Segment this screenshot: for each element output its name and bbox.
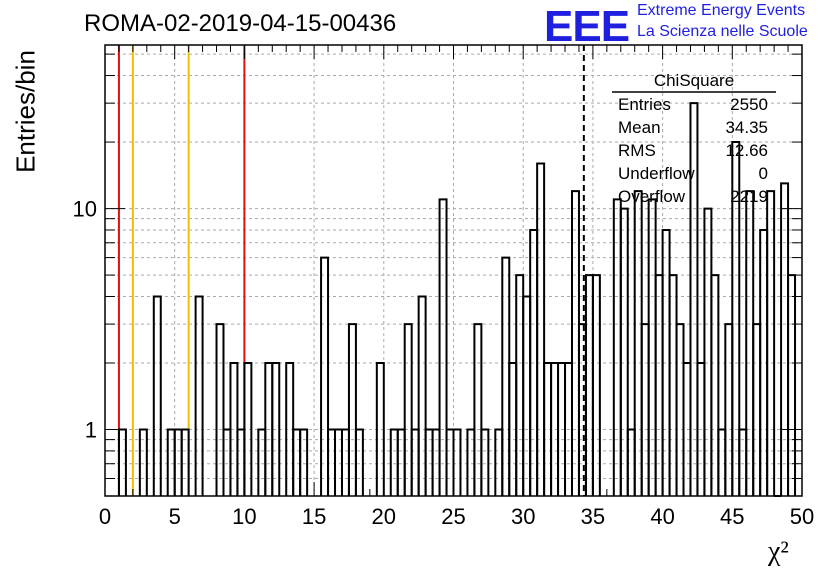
x-tick-label: 25 — [441, 504, 465, 529]
stats-value: 12.66 — [725, 141, 768, 160]
histogram-bin — [480, 428, 490, 496]
histogram-bin — [417, 295, 427, 496]
histogram-bin — [354, 428, 364, 496]
logo-subtitle-2: La Scienza nelle Scuole — [637, 23, 808, 40]
stats-value: 34.35 — [725, 118, 768, 137]
stats-label: RMS — [618, 141, 656, 160]
histogram-bin — [710, 274, 720, 496]
x-tick-label: 5 — [169, 504, 181, 529]
x-tick-label: 30 — [511, 504, 535, 529]
histogram-bin — [689, 102, 699, 496]
histogram-bin — [501, 256, 511, 496]
histogram-bin — [675, 323, 685, 496]
eee-logo: EEE — [544, 2, 630, 51]
histogram-bin — [299, 428, 309, 496]
y-tick-label: 10 — [73, 197, 97, 222]
histogram-bin — [612, 198, 622, 496]
histogram-bin — [752, 323, 762, 496]
histogram-bin — [619, 207, 629, 496]
stats-label: Overflow — [618, 187, 686, 206]
histogram-bin — [570, 190, 580, 496]
histogram-bin — [473, 323, 483, 496]
histogram-bin — [536, 162, 546, 496]
stats-label: Underflow — [618, 164, 695, 183]
histogram-bin — [577, 323, 587, 496]
x-tick-label: 10 — [232, 504, 256, 529]
x-tick-label: 35 — [581, 504, 605, 529]
histogram-bin — [724, 323, 734, 496]
histogram-bin — [787, 274, 797, 496]
stats-value: 0 — [759, 164, 768, 183]
x-tick-label: 45 — [720, 504, 744, 529]
histogram-bin — [271, 361, 281, 496]
histogram-bin — [584, 274, 594, 496]
x-tick-label: 0 — [99, 504, 111, 529]
histogram-bin — [452, 428, 462, 496]
histogram-bin — [654, 274, 664, 496]
stats-value: 2219 — [730, 187, 768, 206]
logo-subtitle-1: Extreme Energy Events — [637, 2, 806, 19]
x-axis-label: χ² — [768, 536, 789, 567]
stats-label: Mean — [618, 118, 661, 137]
stats-value: 2550 — [730, 95, 768, 114]
stats-label: Entries — [618, 95, 671, 114]
x-tick-label: 15 — [302, 504, 326, 529]
histogram-bin — [647, 198, 657, 496]
histogram-bin — [138, 428, 148, 496]
histogram-bin — [731, 141, 741, 496]
histogram-bin — [766, 190, 776, 496]
histogram-bin — [515, 274, 525, 496]
histogram-bin — [703, 207, 713, 496]
histogram-bin — [403, 323, 413, 496]
histogram-bin — [320, 256, 330, 496]
histogram-bin — [194, 295, 204, 496]
histogram-bin — [180, 428, 190, 496]
run-title: ROMA-02-2019-04-15-00436 — [84, 10, 397, 37]
histogram-bin — [633, 190, 643, 496]
histogram-bin — [375, 361, 385, 496]
histogram-bin — [668, 274, 678, 496]
y-tick-label: 1 — [85, 417, 97, 442]
histogram-bin — [438, 198, 448, 496]
histogram-bin — [152, 295, 162, 496]
histogram-bin — [640, 323, 650, 496]
histogram-bin — [591, 274, 601, 496]
histogram-bin — [347, 323, 357, 496]
histogram-bin — [745, 190, 755, 496]
x-tick-label: 40 — [650, 504, 674, 529]
histogram-bin — [522, 295, 532, 496]
stats-title: ChiSquare — [654, 71, 734, 90]
histogram-bin — [215, 323, 225, 496]
histogram-bin — [243, 361, 253, 496]
x-tick-label: 50 — [790, 504, 814, 529]
x-tick-label: 20 — [372, 504, 396, 529]
